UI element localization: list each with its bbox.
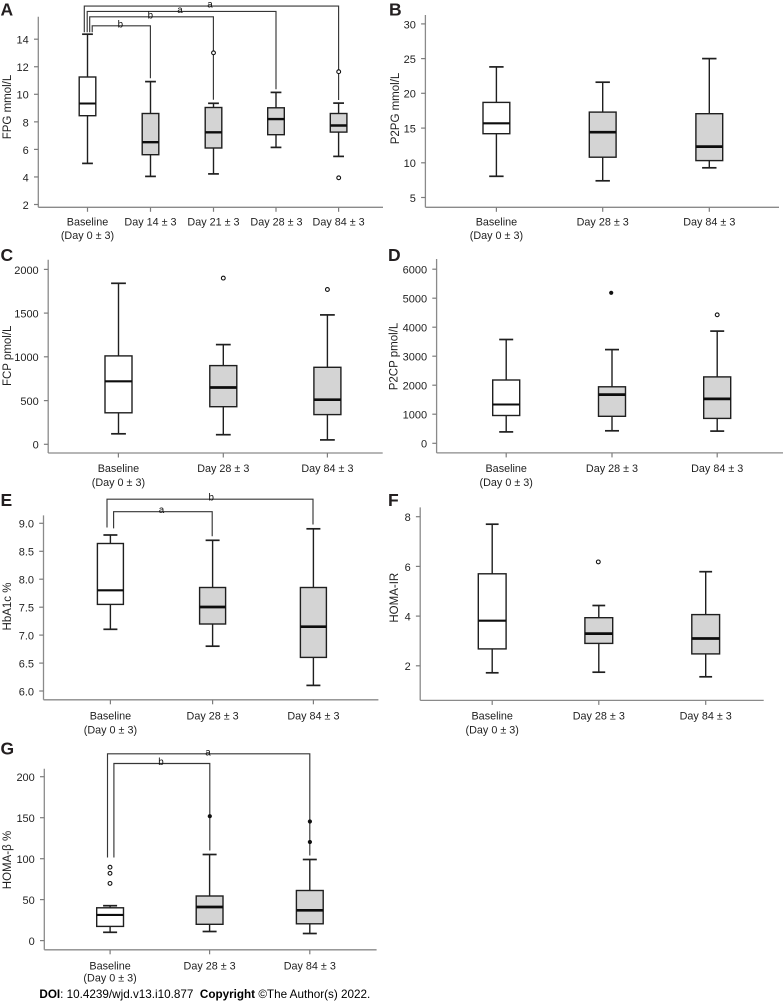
svg-text:a: a [205,747,211,758]
svg-text:0: 0 [421,439,427,451]
svg-text:150: 150 [16,813,34,825]
svg-text:b: b [118,19,124,30]
svg-text:HOMA-β %: HOMA-β % [2,831,14,889]
svg-text:FPG mmol/L: FPG mmol/L [2,74,14,139]
svg-text:8: 8 [405,512,411,524]
svg-text:Day 84 ± 3: Day 84 ± 3 [691,463,743,475]
svg-text:0: 0 [33,440,39,452]
svg-text:(Day 0 ± 3): (Day 0 ± 3) [61,230,114,242]
svg-text:2000: 2000 [14,265,38,277]
svg-text:100: 100 [16,854,34,866]
svg-text:b: b [158,757,164,768]
svg-text:10: 10 [404,158,416,170]
svg-text:0: 0 [29,936,35,948]
svg-text:Baseline: Baseline [67,216,108,228]
svg-text:a: a [177,5,183,16]
svg-text:G: G [1,738,15,758]
svg-text:4000: 4000 [403,323,427,335]
svg-text:1500: 1500 [14,309,38,321]
svg-text:Day 28 ± 3: Day 28 ± 3 [184,961,236,973]
svg-text:Day 84 ± 3: Day 84 ± 3 [284,961,336,973]
svg-text:Baseline: Baseline [89,961,130,973]
svg-text:Day 28 ± 3: Day 28 ± 3 [187,711,239,723]
svg-text:(Day 0 ± 3): (Day 0 ± 3) [84,724,137,736]
svg-text:9.0: 9.0 [19,519,34,531]
svg-text:Day 28 ± 3: Day 28 ± 3 [577,216,629,228]
svg-text:HbA1c %: HbA1c % [2,583,14,631]
svg-text:2: 2 [23,200,29,212]
svg-text:(Day 0 ± 3): (Day 0 ± 3) [470,230,523,242]
svg-text:20: 20 [404,89,416,101]
svg-text:A: A [1,0,14,20]
svg-text:1000: 1000 [403,410,427,422]
svg-text:(Day 0 ± 3): (Day 0 ± 3) [480,477,533,489]
svg-text:D: D [388,245,401,265]
svg-text:6: 6 [23,145,29,157]
svg-text:12: 12 [17,62,29,74]
svg-text:b: b [148,10,154,21]
svg-text:25: 25 [404,54,416,66]
svg-text:8.5: 8.5 [19,547,34,559]
svg-text:(Day 0 ± 3): (Day 0 ± 3) [83,973,136,985]
svg-text:P2PG mmol/L: P2PG mmol/L [390,72,402,144]
svg-text:8.0: 8.0 [19,575,34,587]
svg-text:Day 14 ± 3: Day 14 ± 3 [124,216,176,228]
svg-text:Day 28 ± 3: Day 28 ± 3 [250,216,302,228]
svg-text:Day 84 ± 3: Day 84 ± 3 [301,463,353,475]
svg-text:4: 4 [405,612,411,624]
svg-text:a: a [159,505,165,516]
svg-text:Day 84 ± 3: Day 84 ± 3 [683,216,735,228]
svg-text:Baseline: Baseline [476,216,517,228]
svg-text:F: F [388,490,399,510]
svg-text:HOMA-IR: HOMA-IR [389,573,401,623]
svg-text:500: 500 [20,396,38,408]
svg-text:Day 28 ± 3: Day 28 ± 3 [197,463,249,475]
svg-text:(Day 0 ± 3): (Day 0 ± 3) [92,477,145,489]
svg-text:4: 4 [23,172,29,184]
svg-text:Baseline: Baseline [90,711,131,723]
svg-text:Day 84 ± 3: Day 84 ± 3 [313,216,365,228]
svg-text:5: 5 [410,193,416,205]
svg-text:6000: 6000 [403,265,427,277]
svg-text:Day 84 ± 3: Day 84 ± 3 [287,711,339,723]
svg-text:14: 14 [17,35,29,47]
svg-text:7.0: 7.0 [19,631,34,643]
svg-text:b: b [208,493,214,504]
svg-text:Day 28 ± 3: Day 28 ± 3 [573,711,625,723]
svg-text:(Day 0 ± 3): (Day 0 ± 3) [466,724,519,736]
svg-text:2: 2 [405,661,411,673]
svg-text:E: E [1,490,13,510]
svg-text:5000: 5000 [403,294,427,306]
svg-text:FCP pmol/L: FCP pmol/L [2,325,14,386]
svg-text:30: 30 [404,19,416,31]
svg-text:3000: 3000 [403,352,427,364]
svg-text:C: C [1,245,14,265]
svg-text:6: 6 [405,562,411,574]
svg-text:200: 200 [16,772,34,784]
svg-text:8: 8 [23,117,29,129]
svg-text:15: 15 [404,124,416,136]
svg-text:Baseline: Baseline [98,463,139,475]
svg-text:Day 21 ± 3: Day 21 ± 3 [187,216,239,228]
svg-text:Baseline: Baseline [485,463,526,475]
svg-text:6.0: 6.0 [19,686,34,698]
svg-text:Day 84 ± 3: Day 84 ± 3 [680,711,732,723]
svg-text:1000: 1000 [14,352,38,364]
svg-text:P2CP pmol/L: P2CP pmol/L [389,322,401,390]
svg-text:7.5: 7.5 [19,603,34,615]
svg-text:DOI: 10.4239/wjd.v13.i10.877: DOI: 10.4239/wjd.v13.i10.877 Copyright ©… [39,988,370,1001]
svg-text:6.5: 6.5 [19,659,34,671]
svg-text:50: 50 [23,895,35,907]
svg-text:Day 28 ± 3: Day 28 ± 3 [586,463,638,475]
svg-text:2000: 2000 [403,381,427,393]
svg-text:Baseline: Baseline [471,711,512,723]
svg-text:B: B [389,0,402,20]
svg-text:10: 10 [17,90,29,102]
svg-text:a: a [207,0,213,11]
